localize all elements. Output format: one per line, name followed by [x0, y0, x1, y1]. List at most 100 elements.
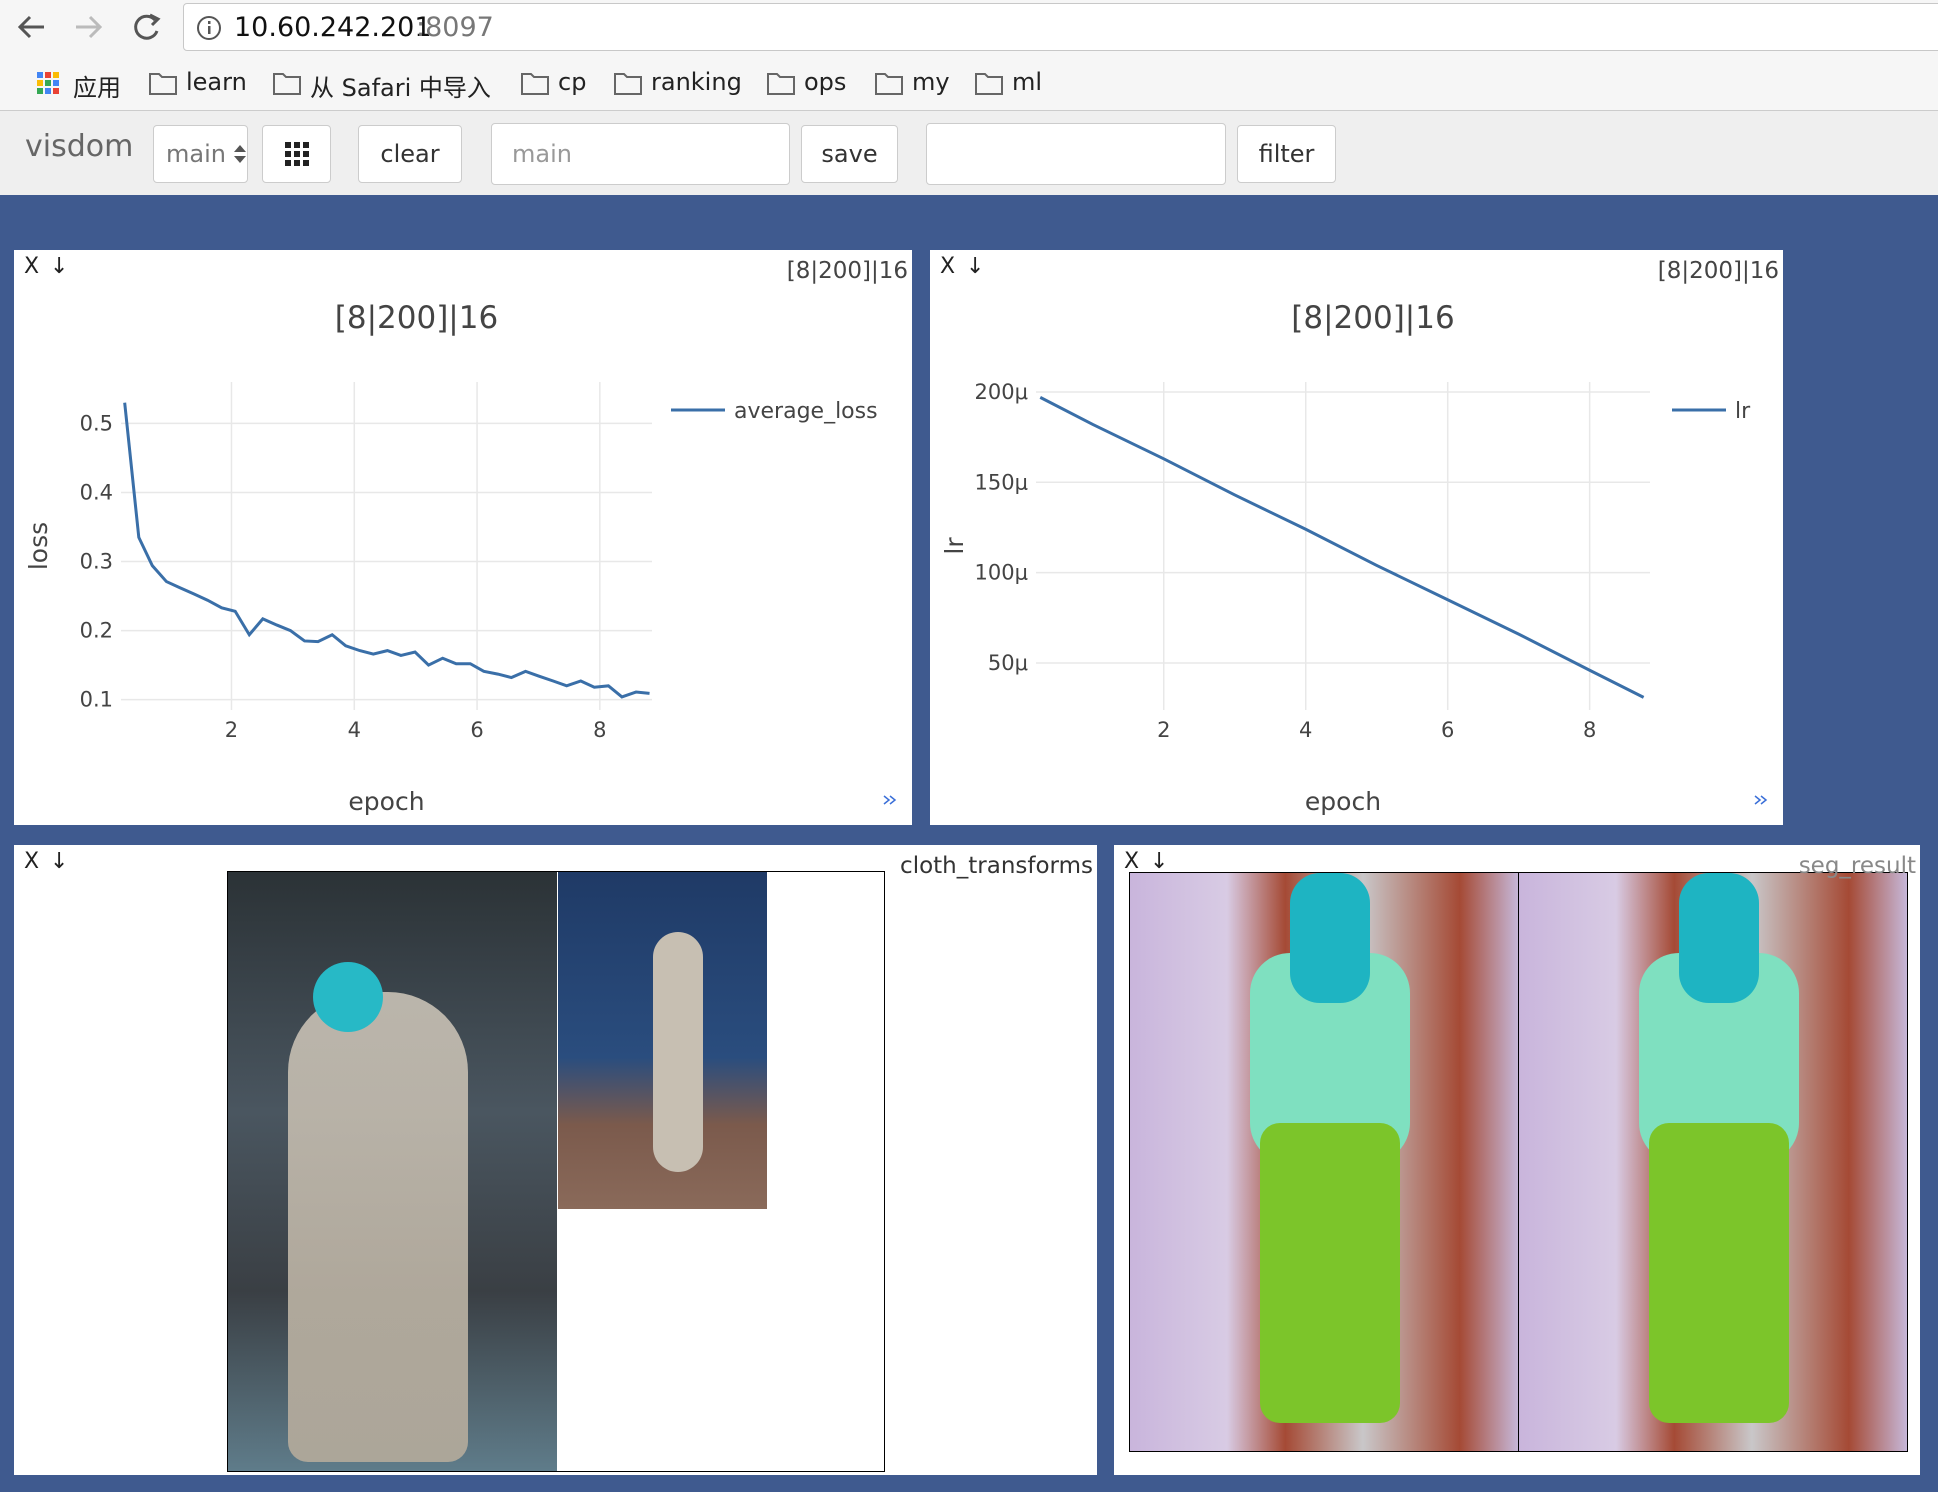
pane-title: [8|200]|16	[1657, 258, 1779, 284]
url-host: 10.60.242.201	[234, 12, 432, 43]
folder-shape	[149, 73, 177, 95]
grid-button[interactable]	[262, 125, 331, 183]
pane-title: [8|200]|16	[786, 258, 908, 284]
bottom-mask	[1649, 1123, 1789, 1423]
x-tick-label: 8	[1583, 718, 1596, 742]
image	[228, 872, 557, 1471]
legend-label: average_loss	[734, 399, 878, 424]
x-tick-label: 6	[470, 718, 483, 742]
image	[1129, 872, 1519, 1452]
x-tick-label: 8	[593, 718, 606, 742]
visdom-toolbar: visdom main clear main save filter	[0, 111, 1938, 195]
y-tick-label: 0.3	[80, 550, 113, 574]
x-tick-label: 4	[1299, 718, 1312, 742]
chart-pane: X ↓ [8|200]|16 [8|200]|16 epoch lr 2 4 6 8 50μ 100μ…	[930, 250, 1783, 825]
bookmark[interactable]: ops	[804, 68, 847, 96]
env-select[interactable]: main	[153, 125, 248, 183]
filter-button[interactable]: filter	[1237, 125, 1336, 183]
filter-input[interactable]	[926, 123, 1226, 185]
apps-dot	[37, 80, 43, 86]
bookmark[interactable]: ranking	[651, 68, 742, 96]
x-tick-label: 2	[225, 718, 238, 742]
bottom-mask	[1260, 1123, 1400, 1423]
y-tick-label: 200μ	[975, 380, 1028, 404]
x-tick-label: 2	[1157, 718, 1170, 742]
hair	[313, 962, 383, 1032]
hair-mask	[1679, 873, 1759, 1003]
x-tick-label: 4	[348, 718, 361, 742]
clear-button[interactable]: clear	[358, 125, 462, 183]
close-button: X	[24, 849, 40, 874]
folder-shape	[767, 73, 795, 95]
close-button: X	[1124, 849, 1140, 874]
download-button: ↓	[50, 254, 69, 279]
y-tick-label: 100μ	[975, 561, 1028, 585]
image	[558, 872, 767, 1209]
info-icon	[197, 16, 221, 40]
folder-icon	[273, 73, 301, 95]
folder-icon	[975, 73, 1003, 95]
y-axis-title: lr	[940, 537, 969, 555]
image-pane: X ↓ seg_result	[1114, 845, 1920, 1475]
bookmark[interactable]: cp	[558, 68, 587, 96]
expand-icon	[1754, 795, 1768, 805]
apps-dot	[53, 80, 59, 86]
url-port: :8097	[416, 12, 494, 43]
close-button: X	[940, 254, 956, 279]
folder-shape	[975, 73, 1003, 95]
folder-shape	[875, 73, 903, 95]
apps-dot	[53, 88, 59, 94]
pane-title: cloth_transforms	[900, 853, 1093, 879]
hair-mask	[1290, 873, 1370, 1003]
folder-shape	[273, 73, 301, 95]
folder-shape	[521, 73, 549, 95]
bookmark[interactable]: my	[912, 68, 950, 96]
line	[123, 402, 650, 699]
x-axis-title: epoch	[348, 787, 424, 816]
nav-icons	[17, 13, 161, 40]
download-button: ↓	[966, 254, 985, 279]
legend-label: lr	[1735, 399, 1751, 424]
figure	[653, 932, 703, 1172]
apps-dot	[37, 72, 43, 78]
chart-title: [8|200]|16	[335, 300, 498, 336]
figure	[288, 992, 468, 1462]
chart: [8|200]|16 epoch lr 2 4 6 8 50μ 100μ 150μ 200μ lr	[940, 300, 1768, 816]
bookmark[interactable]: 从 Safari 中导入	[310, 74, 491, 102]
y-tick-label: 0.5	[80, 411, 113, 435]
chart: [8|200]|16 epoch loss 2 4 6 8 0.1 0.2 0.3 0.4 0.5 av…	[24, 300, 897, 816]
folder-icon	[521, 73, 549, 95]
line	[1039, 396, 1645, 699]
download-button: ↓	[50, 849, 69, 874]
apps-dot	[53, 72, 59, 78]
y-tick-label: 0.1	[80, 688, 113, 712]
folder-icon	[614, 73, 642, 95]
url-bar[interactable]: 10.60.242.201 :8097	[183, 3, 1938, 51]
select-arrows	[233, 145, 246, 163]
bookmark[interactable]: ml	[1012, 68, 1043, 96]
address-row: 10.60.242.201 :8097	[0, 0, 1938, 55]
y-tick-label: 0.2	[80, 619, 113, 643]
pane-title: seg_result	[1798, 853, 1916, 879]
env-select-text: main	[166, 140, 226, 168]
y-tick-label: 50μ	[988, 651, 1028, 675]
bookmark[interactable]: learn	[186, 68, 247, 96]
apps-dot	[45, 88, 51, 94]
apps-dot	[45, 72, 51, 78]
folder-icon	[149, 73, 177, 95]
y-axis-title: loss	[24, 522, 53, 570]
env-input[interactable]: main	[491, 123, 790, 185]
grid-icon	[284, 142, 309, 166]
bookmarks-bar: 应用 learn 从 Safari 中导入 cp ranking ops my ml	[0, 55, 1938, 111]
expand-icon	[883, 795, 897, 805]
apps-dot	[45, 80, 51, 86]
folder-shape	[614, 73, 642, 95]
x-tick-label: 6	[1441, 718, 1454, 742]
save-button[interactable]: save	[801, 125, 898, 183]
bookmark[interactable]: 应用	[73, 74, 121, 102]
folder-icon	[767, 73, 795, 95]
folder-icon	[875, 73, 903, 95]
chart-pane: X ↓ [8|200]|16 [8|200]|16 epoch loss 2 4 6 8 0.1 0.…	[14, 250, 912, 825]
